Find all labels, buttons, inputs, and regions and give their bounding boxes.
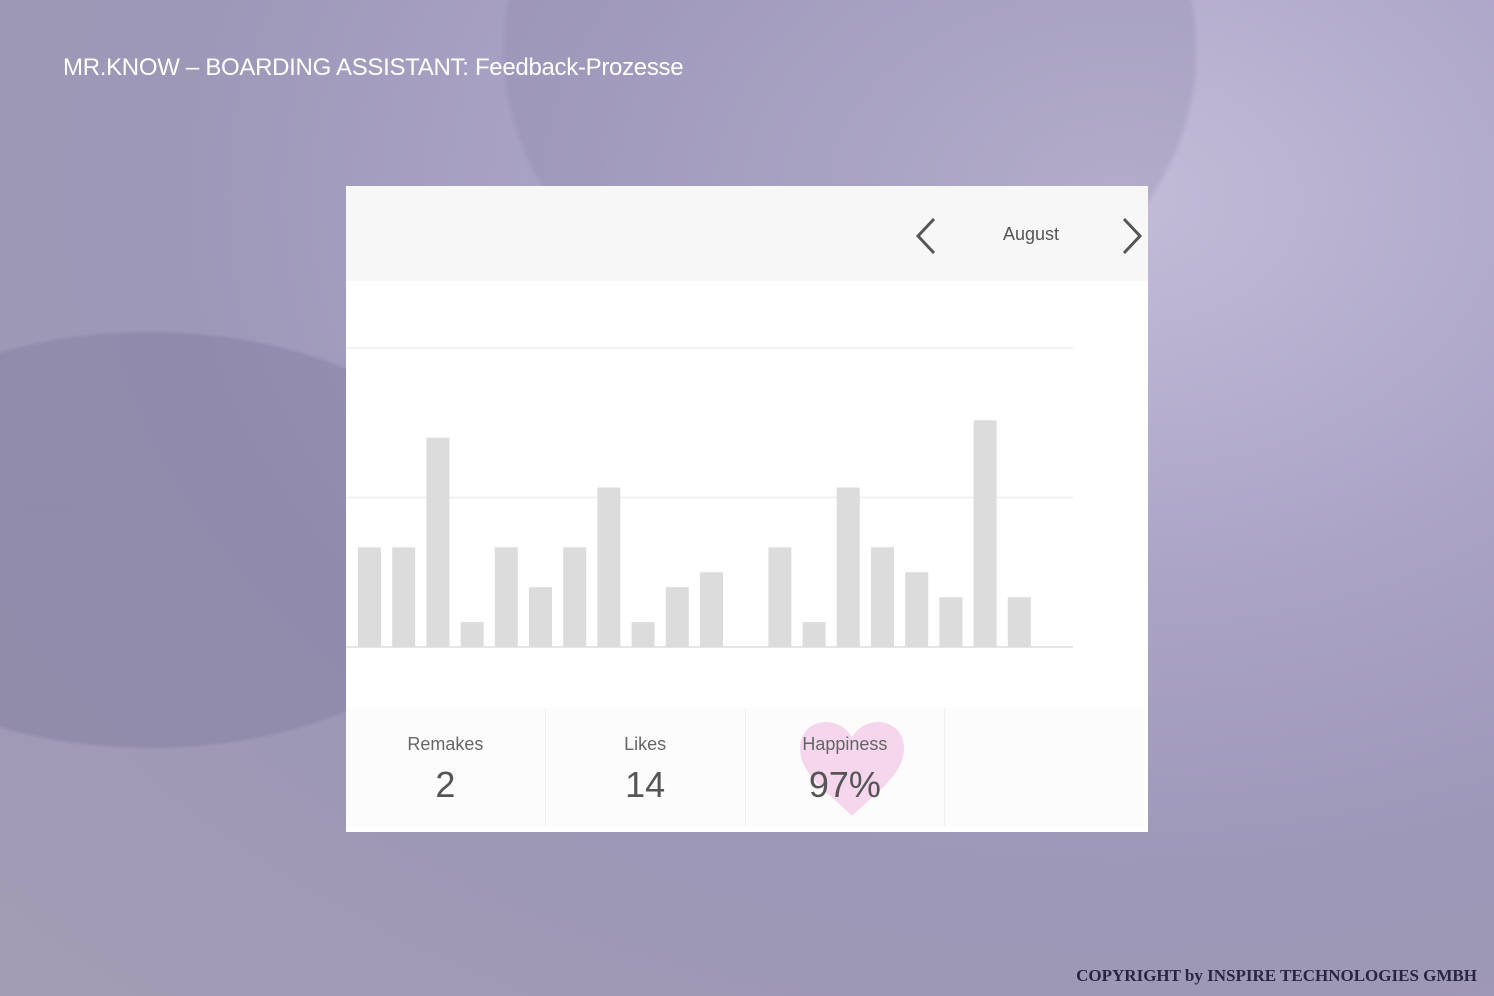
stat-likes: Likes 14: [546, 708, 746, 826]
month-header: August: [346, 186, 1148, 281]
bar-day-9: [631, 622, 655, 647]
bar-day-1: [358, 547, 381, 647]
stat-remakes: Remakes 2: [346, 708, 546, 826]
bar-chart: [346, 347, 1073, 648]
bar-day-14: [802, 622, 826, 647]
bar-day-4: [460, 622, 484, 647]
bar-day-20: [1007, 597, 1031, 647]
stat-label: Happiness: [802, 734, 888, 754]
bar-day-19: [973, 420, 997, 647]
bar-day-6: [529, 587, 552, 647]
bar-day-15: [836, 487, 860, 647]
bar-day-5: [494, 547, 518, 647]
chevron-left-icon[interactable]: [914, 216, 938, 256]
stat-label: Likes: [624, 734, 667, 754]
month-label: August: [1002, 224, 1060, 244]
bar-day-3: [426, 437, 450, 647]
heart-icon: [799, 722, 904, 816]
bar-day-17: [905, 572, 929, 647]
stat-empty: [945, 708, 1144, 826]
stat-value: 2: [435, 764, 456, 805]
bar-day-18: [939, 597, 963, 647]
slide-title: MR.KNOW – BOARDING ASSISTANT: Feedback-P…: [63, 54, 684, 81]
bar-day-8: [597, 487, 621, 647]
chevron-right-icon[interactable]: [1120, 216, 1144, 256]
stat-value: 14: [625, 764, 666, 805]
stat-label: Remakes: [407, 734, 484, 754]
bar-day-11: [700, 572, 723, 647]
bar-day-13: [768, 547, 792, 647]
bar-day-2: [392, 547, 416, 647]
copyright-notice: COPYRIGHT by INSPIRE TECHNOLOGIES GMBH: [1076, 966, 1477, 985]
bar-day-16: [871, 547, 894, 647]
bar-day-7: [563, 547, 587, 647]
stat-value: 97%: [808, 764, 881, 805]
feedback-app-screenshot: August Remakes 2 Likes 14 Happiness 97%: [346, 186, 1148, 832]
stat-happiness: Happiness 97%: [746, 708, 946, 826]
bar-day-10: [665, 587, 689, 647]
stats-row: Remakes 2 Likes 14 Happiness 97%: [346, 708, 1144, 826]
